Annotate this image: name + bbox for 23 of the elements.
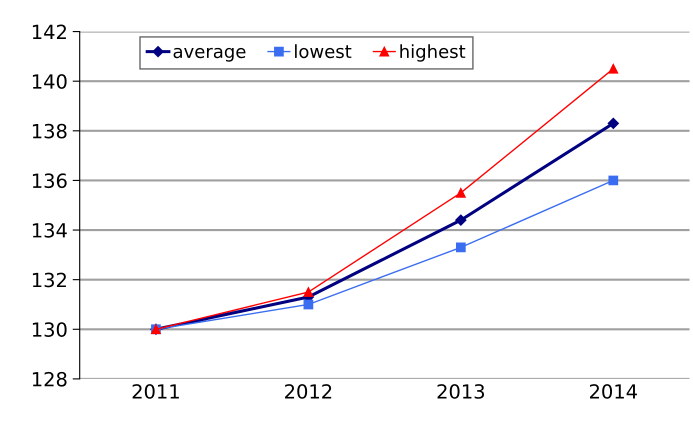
point [304, 300, 314, 310]
legend-label: highest [400, 44, 466, 62]
point [456, 188, 466, 198]
point [455, 214, 466, 226]
y-tick-label: 140 [32, 74, 67, 89]
y-tick-label: 132 [32, 272, 66, 288]
point [608, 118, 619, 129]
point [608, 64, 618, 74]
point [304, 287, 314, 297]
point [456, 242, 466, 252]
y-tick-label: 130 [32, 322, 67, 337]
point [608, 176, 618, 186]
y-tick-label: 134 [32, 223, 67, 238]
x-tick-label: 2013 [438, 384, 484, 399]
legend-label: average [174, 48, 246, 62]
y-tick-label: 138 [32, 124, 67, 138]
x-tick-label: 2012 [285, 384, 332, 399]
y-tick-label: 128 [32, 372, 67, 387]
y-tick-label: 142 [32, 24, 66, 39]
y-tick-label: 136 [32, 173, 67, 188]
x-tick-label: 2014 [590, 384, 637, 399]
x-tick-label: 2011 [132, 384, 179, 399]
legend-label: lowest [295, 44, 352, 58]
